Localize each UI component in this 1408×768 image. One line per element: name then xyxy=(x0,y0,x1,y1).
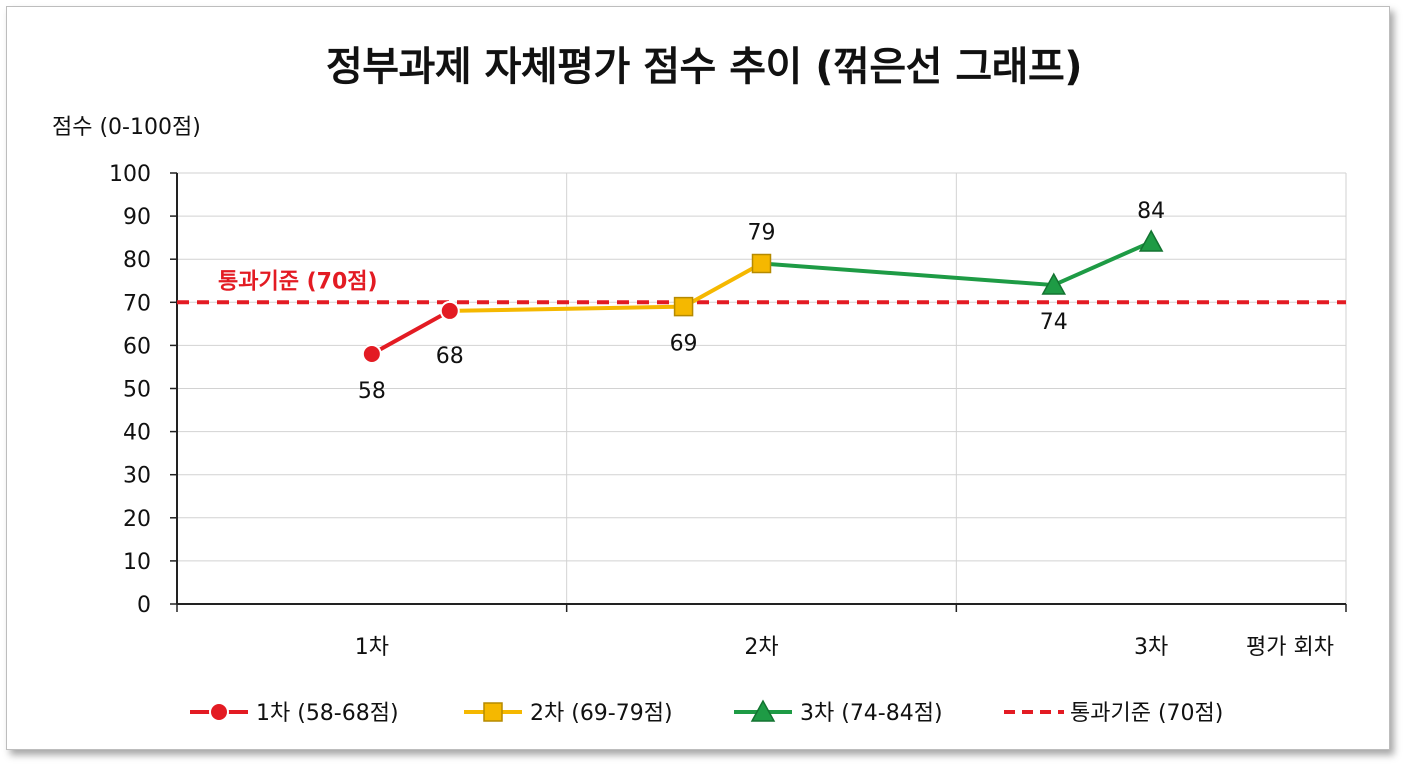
y-tick-label: 90 xyxy=(123,205,151,230)
legend-entry-label: 3차 (74-84점) xyxy=(800,701,943,726)
series-layer: 58 68 69 79 74 84 xyxy=(358,199,1165,404)
data-point-marker xyxy=(1041,272,1067,295)
y-tick-label: 20 xyxy=(123,507,151,532)
series-line-segment xyxy=(447,304,686,313)
y-tick-label: 30 xyxy=(123,464,151,489)
y-tick-label: 0 xyxy=(137,593,151,618)
chart-frame xyxy=(6,6,1390,750)
axes: 0 10 20 30 40 50 60 70 80 90 100 1차 2차 3차 평가 회차 점수 (0-1… xyxy=(52,115,1347,660)
data-point-marker xyxy=(673,296,694,317)
data-label: 74 xyxy=(1040,310,1068,335)
series-line-segment xyxy=(681,261,764,309)
x-category-label: 3차 xyxy=(1134,635,1168,660)
data-label: 58 xyxy=(358,379,386,404)
data-label: 84 xyxy=(1137,199,1165,224)
y-tick-label: 80 xyxy=(123,248,151,273)
threshold-label: 통과기준 (70점) xyxy=(218,269,378,294)
legend-entry-label: 2차 (69-79점) xyxy=(530,701,673,726)
legend: 1차 (58-68점) 2차 (69-79점) 3차 (74-84점) 통과기준 (7… xyxy=(190,699,1223,726)
y-tick-label: 10 xyxy=(123,550,151,575)
legend-entry-label: 1차 (58-68점) xyxy=(256,701,399,726)
data-point-marker xyxy=(439,300,460,321)
legend-marker xyxy=(750,699,776,722)
y-axis-title: 점수 (0-100점) xyxy=(52,115,201,140)
series-line-segment xyxy=(1051,239,1154,288)
legend-marker xyxy=(209,702,229,722)
y-tick-label: 50 xyxy=(123,378,151,403)
legend-entry-label: 통과기준 (70점) xyxy=(1070,701,1223,726)
y-tick-label: 70 xyxy=(123,291,151,316)
x-category-label: 2차 xyxy=(744,635,778,660)
y-tick-label: 40 xyxy=(123,421,151,446)
y-tick-label: 100 xyxy=(109,162,151,187)
y-tick-label: 60 xyxy=(123,334,151,359)
data-label: 79 xyxy=(748,221,776,246)
x-axis-title: 평가 회차 xyxy=(1246,635,1334,660)
threshold-layer: 통과기준 (70점) xyxy=(177,269,1346,305)
legend-marker xyxy=(483,702,503,722)
data-point-marker xyxy=(1138,229,1164,252)
x-category-label: 1차 xyxy=(355,635,389,660)
data-point-marker xyxy=(751,253,772,274)
data-point-marker xyxy=(361,344,382,365)
series-line-segment xyxy=(369,308,452,357)
data-label: 68 xyxy=(436,344,464,369)
data-label: 69 xyxy=(670,332,698,357)
series-line-segment xyxy=(759,261,1056,288)
chart-title: 정부과제 자체평가 점수 추이 (꺾은선 그래프) xyxy=(325,44,1083,90)
